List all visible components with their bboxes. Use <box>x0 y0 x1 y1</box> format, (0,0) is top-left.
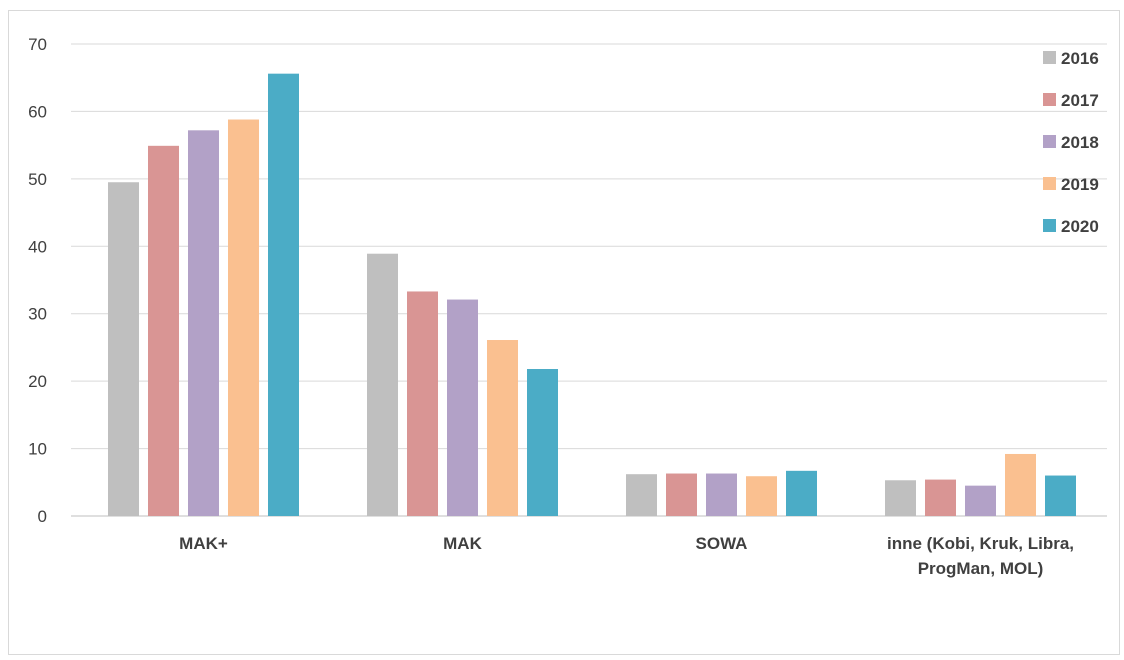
category-label: MAK+ <box>179 534 228 553</box>
y-tick-label: 10 <box>28 440 47 459</box>
category-label: inne (Kobi, Kruk, Libra, <box>887 534 1074 553</box>
bar-2016-1 <box>367 253 398 516</box>
bar-2020-3 <box>1045 475 1076 516</box>
legend: 2016 2017 2018 2019 2020 <box>1043 49 1099 236</box>
category-label: MAK <box>443 534 482 553</box>
bar-2018-0 <box>188 130 219 516</box>
legend-swatch-2017 <box>1043 93 1056 106</box>
y-tick-label: 70 <box>28 35 47 54</box>
bar-2019-0 <box>228 119 259 517</box>
bar-2018-3 <box>965 485 996 516</box>
y-tick-label: 0 <box>38 507 47 526</box>
bar-2019-2 <box>746 476 777 516</box>
bar-2019-3 <box>1005 453 1036 516</box>
bar-2017-2 <box>666 473 697 516</box>
legend-swatch-2019 <box>1043 177 1056 190</box>
legend-swatch-2020 <box>1043 219 1056 232</box>
legend-swatch-2018 <box>1043 135 1056 148</box>
bar-chart: 0 10 20 30 40 50 60 70 MAK+ MAK SOWA inne (Kobi, K… <box>28 35 1107 578</box>
bar-2018-1 <box>447 299 478 516</box>
chart-frame: 0 10 20 30 40 50 60 70 MAK+ MAK SOWA inne (Kobi, K… <box>8 10 1120 655</box>
category-label: ProgMan, MOL) <box>918 559 1044 578</box>
bar-2017-0 <box>148 145 179 516</box>
y-tick-label: 60 <box>28 102 47 121</box>
y-tick-label: 50 <box>28 170 47 189</box>
y-axis: 0 10 20 30 40 50 60 70 <box>28 35 47 526</box>
legend-label-2020: 2020 <box>1061 217 1099 236</box>
legend-label-2018: 2018 <box>1061 133 1099 152</box>
bar-2016-2 <box>626 474 657 516</box>
bar-2020-1 <box>527 369 558 516</box>
category-label: SOWA <box>696 534 748 553</box>
y-tick-label: 20 <box>28 372 47 391</box>
y-tick-label: 30 <box>28 305 47 324</box>
x-axis: MAK+ MAK SOWA inne (Kobi, Kruk, Libra, ProgM… <box>179 534 1074 578</box>
bar-2018-2 <box>706 473 737 516</box>
legend-label-2019: 2019 <box>1061 175 1099 194</box>
bar-2020-2 <box>786 470 817 516</box>
bar-2020-0 <box>268 73 299 516</box>
bar-2019-1 <box>487 340 518 516</box>
legend-swatch-2016 <box>1043 51 1056 64</box>
bars <box>108 73 1076 517</box>
y-tick-label: 40 <box>28 237 47 256</box>
legend-label-2017: 2017 <box>1061 91 1099 110</box>
bar-2016-3 <box>885 480 916 516</box>
bar-2017-1 <box>407 291 438 516</box>
bar-2016-0 <box>108 182 139 516</box>
gridlines <box>71 43 1107 517</box>
bar-2017-3 <box>925 479 956 516</box>
legend-label-2016: 2016 <box>1061 49 1099 68</box>
